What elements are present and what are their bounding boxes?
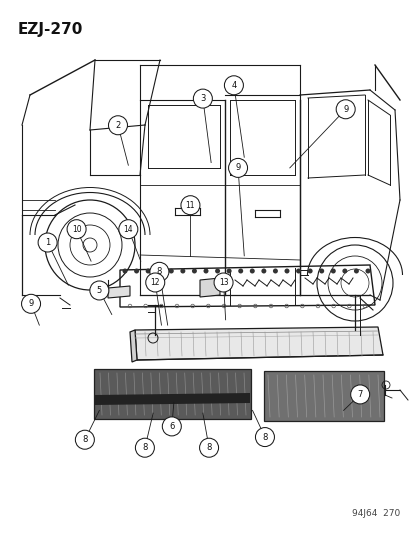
Circle shape [199,438,218,457]
Circle shape [350,385,369,404]
Circle shape [75,430,94,449]
Circle shape [255,427,274,447]
Circle shape [342,269,347,273]
Circle shape [335,100,354,119]
Circle shape [162,417,181,436]
Circle shape [249,269,254,273]
Circle shape [330,269,335,273]
Text: 12: 12 [150,278,159,287]
Text: 8: 8 [142,443,147,452]
Circle shape [214,273,233,292]
Text: 9: 9 [342,105,347,114]
Circle shape [180,269,185,273]
Polygon shape [199,278,219,297]
Circle shape [157,269,162,273]
Text: EZJ-270: EZJ-270 [18,22,83,37]
Polygon shape [135,327,382,360]
Circle shape [180,196,199,215]
Circle shape [284,269,289,273]
Circle shape [108,116,127,135]
Circle shape [307,269,312,273]
Circle shape [226,269,231,273]
Circle shape [318,269,323,273]
Circle shape [134,269,139,273]
Circle shape [192,269,197,273]
Circle shape [21,294,40,313]
FancyBboxPatch shape [94,369,250,419]
Circle shape [237,269,242,273]
Circle shape [353,269,358,273]
Circle shape [193,89,212,108]
Text: 4: 4 [231,81,236,90]
Text: 9: 9 [235,164,240,172]
Text: 94J64  270: 94J64 270 [351,509,399,518]
Circle shape [135,438,154,457]
Circle shape [67,220,86,239]
Circle shape [145,269,150,273]
Text: 9: 9 [28,300,33,308]
Circle shape [122,269,127,273]
Text: 8: 8 [206,443,211,452]
Text: 8: 8 [157,268,161,276]
Circle shape [365,269,370,273]
Circle shape [295,269,300,273]
Circle shape [228,158,247,177]
Text: 2: 2 [115,121,120,130]
Circle shape [38,233,57,252]
Circle shape [203,269,208,273]
Text: 8: 8 [82,435,87,444]
Polygon shape [95,393,249,405]
Circle shape [119,220,138,239]
Text: 7: 7 [357,390,362,399]
Text: 10: 10 [71,225,81,233]
Circle shape [150,262,169,281]
Circle shape [145,273,164,292]
Text: 14: 14 [123,225,133,233]
Polygon shape [108,286,130,298]
Text: 3: 3 [200,94,205,103]
Circle shape [169,269,173,273]
FancyBboxPatch shape [263,371,383,421]
Text: 1: 1 [45,238,50,247]
Text: 5: 5 [97,286,102,295]
Text: 8: 8 [262,433,267,441]
Circle shape [261,269,266,273]
Text: 6: 6 [169,422,174,431]
Text: 13: 13 [218,278,228,287]
Text: 11: 11 [185,201,195,209]
Circle shape [214,269,220,273]
Polygon shape [130,330,137,362]
Circle shape [90,281,109,300]
Circle shape [224,76,243,95]
Circle shape [272,269,277,273]
